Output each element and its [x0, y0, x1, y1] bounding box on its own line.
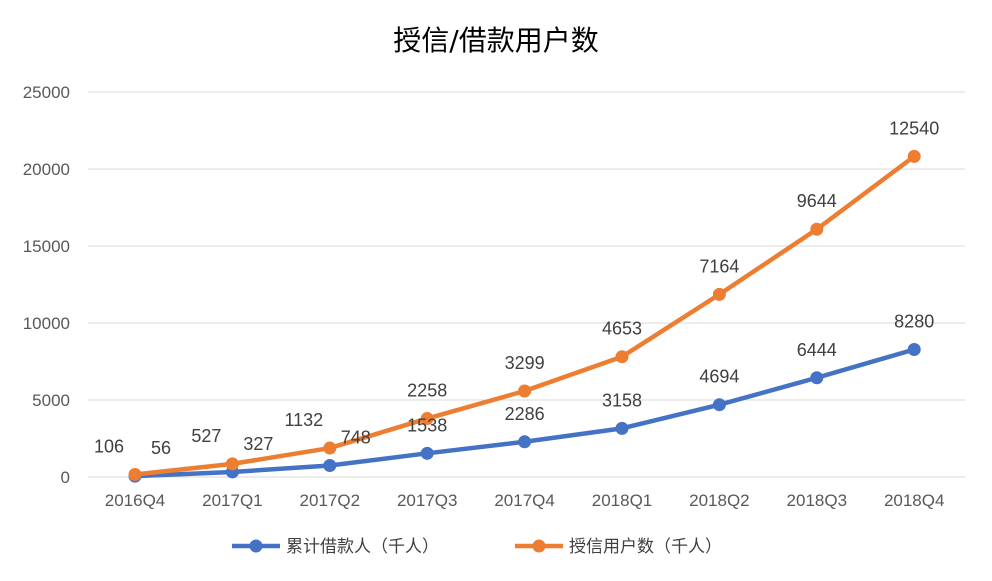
y-tick-label: 15000: [23, 237, 70, 256]
y-axis-ticks: 0 5000 10000 15000 20000 25000: [23, 83, 70, 487]
data-point: [128, 468, 142, 482]
x-axis-ticks: 2016Q4 2017Q1 2017Q2 2017Q3 2017Q4 2018Q1 2018…: [105, 491, 945, 510]
data-point: [712, 287, 726, 301]
x-tick-label: 2018Q4: [884, 491, 945, 510]
x-tick-label: 2018Q1: [592, 491, 653, 510]
series-lines: [128, 149, 921, 483]
data-point: [323, 458, 337, 472]
data-point: [615, 421, 629, 435]
data-point: [907, 342, 921, 356]
chart-title: 授信/借款用户数: [393, 24, 598, 57]
data-label: 4653: [602, 319, 642, 339]
legend-marker-1: [249, 539, 263, 553]
x-tick-label: 2018Q3: [787, 491, 848, 510]
x-tick-label: 2017Q3: [397, 491, 458, 510]
y-tick-label: 25000: [23, 83, 70, 102]
data-label: 106: [94, 437, 124, 457]
data-label: 7164: [699, 256, 739, 276]
legend: 累计借款人（千人） 授信用户数（千人）: [232, 537, 722, 557]
data-point: [323, 441, 337, 455]
data-label: 4694: [699, 367, 739, 387]
y-tick-label: 0: [61, 468, 70, 487]
legend-label-2: 授信用户数（千人）: [569, 537, 722, 557]
x-tick-label: 2017Q2: [300, 491, 361, 510]
legend-label-1: 累计借款人（千人）: [286, 537, 439, 557]
data-label: 527: [191, 426, 221, 446]
gridlines: [88, 91, 965, 478]
data-label: 3299: [505, 353, 545, 373]
data-point: [712, 398, 726, 412]
data-point: [810, 222, 824, 236]
data-point: [420, 446, 434, 460]
data-label: 56: [151, 438, 171, 458]
data-label: 748: [341, 427, 371, 447]
data-label: 1132: [284, 410, 323, 430]
x-tick-label: 2017Q1: [202, 491, 263, 510]
data-label: 8280: [894, 311, 934, 331]
data-point: [810, 371, 824, 385]
data-point: [907, 149, 921, 163]
data-point: [518, 435, 532, 449]
data-label: 327: [243, 434, 273, 454]
x-tick-label: 2018Q2: [689, 491, 750, 510]
data-label: 12540: [889, 118, 939, 138]
data-point: [420, 412, 434, 426]
y-tick-label: 5000: [32, 391, 70, 410]
data-labels: 56 327 748 1538 2286 3158 4694 6444 8280 106 527 11…: [94, 118, 939, 458]
data-label: 1538: [407, 415, 447, 435]
y-tick-label: 10000: [23, 314, 70, 333]
data-label: 2258: [407, 381, 447, 401]
data-label: 2286: [505, 404, 545, 424]
data-label: 6444: [797, 340, 837, 360]
data-label: 9644: [797, 191, 837, 211]
data-label: 3158: [602, 390, 642, 410]
y-tick-label: 20000: [23, 160, 70, 179]
data-point: [225, 457, 239, 471]
x-tick-label: 2016Q4: [105, 491, 166, 510]
x-tick-label: 2017Q4: [494, 491, 555, 510]
data-point: [615, 350, 629, 364]
data-point: [518, 384, 532, 398]
legend-marker-2: [532, 539, 546, 553]
